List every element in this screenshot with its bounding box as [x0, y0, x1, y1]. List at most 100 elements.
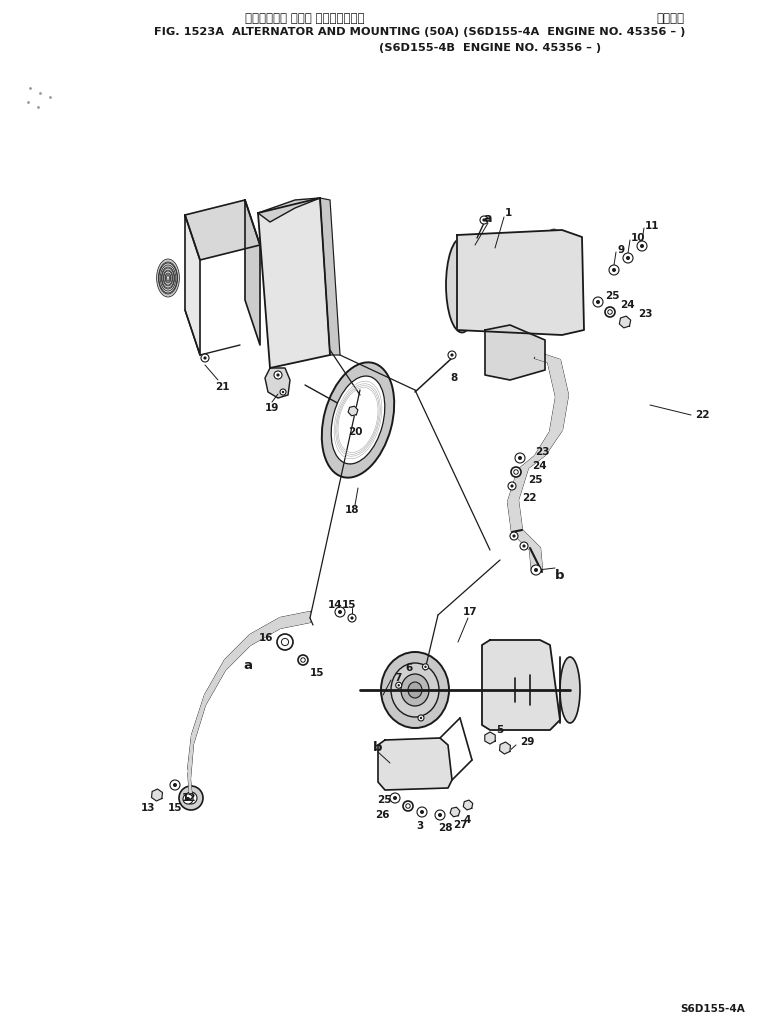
Circle shape: [593, 297, 603, 307]
Ellipse shape: [166, 276, 169, 280]
Polygon shape: [258, 198, 330, 368]
Polygon shape: [188, 735, 193, 779]
Text: 4: 4: [463, 815, 470, 825]
Polygon shape: [265, 368, 290, 398]
Polygon shape: [508, 500, 522, 532]
Polygon shape: [348, 406, 358, 416]
Ellipse shape: [157, 259, 180, 297]
Circle shape: [640, 244, 644, 248]
Polygon shape: [152, 789, 162, 801]
Polygon shape: [463, 800, 473, 809]
Text: 10: 10: [631, 233, 646, 243]
Text: 16: 16: [259, 633, 273, 643]
Circle shape: [292, 327, 298, 333]
Circle shape: [277, 634, 293, 650]
Polygon shape: [320, 198, 340, 355]
Circle shape: [185, 792, 197, 804]
Polygon shape: [250, 618, 280, 645]
Polygon shape: [485, 325, 545, 380]
Text: a: a: [244, 658, 252, 671]
Circle shape: [286, 281, 300, 295]
Circle shape: [424, 665, 426, 668]
Circle shape: [608, 310, 612, 314]
Polygon shape: [619, 316, 631, 328]
Text: 3: 3: [416, 821, 423, 831]
Ellipse shape: [408, 682, 422, 698]
Circle shape: [186, 797, 190, 801]
Polygon shape: [518, 455, 545, 470]
Text: 15: 15: [168, 803, 183, 812]
Text: 23: 23: [535, 447, 550, 457]
Text: 17: 17: [462, 607, 477, 617]
Text: b: b: [373, 741, 383, 753]
Circle shape: [281, 639, 289, 646]
Circle shape: [390, 793, 400, 803]
Circle shape: [183, 794, 193, 804]
Text: 13: 13: [141, 803, 155, 812]
Circle shape: [401, 755, 415, 769]
Circle shape: [420, 810, 424, 814]
Circle shape: [531, 565, 541, 575]
Text: 24: 24: [532, 461, 547, 471]
Circle shape: [626, 256, 630, 260]
Ellipse shape: [348, 401, 369, 439]
Text: 6: 6: [405, 663, 412, 673]
Text: 15: 15: [310, 668, 324, 678]
Circle shape: [596, 300, 600, 304]
Circle shape: [451, 354, 454, 357]
Ellipse shape: [344, 394, 372, 446]
Circle shape: [511, 484, 514, 487]
Ellipse shape: [492, 325, 522, 340]
Circle shape: [298, 655, 308, 665]
Polygon shape: [530, 548, 542, 572]
Polygon shape: [188, 770, 192, 800]
Circle shape: [511, 467, 521, 477]
Polygon shape: [548, 360, 568, 397]
Polygon shape: [192, 695, 205, 744]
Ellipse shape: [488, 252, 526, 308]
Text: b: b: [555, 568, 565, 582]
Circle shape: [518, 456, 522, 460]
Circle shape: [448, 351, 456, 359]
Polygon shape: [205, 660, 225, 705]
Text: 23: 23: [638, 309, 652, 319]
Ellipse shape: [165, 273, 171, 283]
Text: 5: 5: [497, 725, 504, 735]
Text: a: a: [483, 212, 492, 225]
Polygon shape: [258, 198, 320, 222]
Circle shape: [623, 253, 633, 263]
Text: 8: 8: [450, 373, 457, 383]
Polygon shape: [457, 230, 584, 335]
Polygon shape: [450, 807, 460, 817]
Ellipse shape: [331, 376, 385, 464]
Text: 19: 19: [265, 403, 279, 413]
Text: 18: 18: [344, 505, 359, 515]
Circle shape: [338, 610, 342, 614]
Text: 20: 20: [348, 427, 362, 437]
Ellipse shape: [405, 672, 425, 708]
Ellipse shape: [391, 663, 439, 717]
Polygon shape: [550, 394, 568, 432]
Ellipse shape: [458, 271, 486, 319]
Circle shape: [512, 535, 515, 538]
Text: 29: 29: [520, 737, 534, 747]
Text: 24: 24: [620, 300, 635, 310]
Text: FIG. 1523A  ALTERNATOR AND MOUNTING (50A) (S6D155-4A  ENGINE NO. 45356 – ): FIG. 1523A ALTERNATOR AND MOUNTING (50A)…: [155, 27, 686, 37]
Circle shape: [406, 803, 410, 808]
Polygon shape: [482, 640, 560, 730]
Circle shape: [276, 373, 280, 376]
Ellipse shape: [412, 685, 418, 695]
Circle shape: [534, 568, 538, 572]
Text: 25: 25: [528, 475, 543, 485]
Text: 25: 25: [377, 795, 392, 805]
Circle shape: [514, 470, 519, 474]
Ellipse shape: [408, 676, 423, 704]
Ellipse shape: [467, 287, 477, 303]
Circle shape: [435, 810, 445, 820]
Ellipse shape: [401, 673, 429, 706]
Circle shape: [510, 675, 530, 695]
Circle shape: [398, 684, 400, 687]
Circle shape: [393, 796, 397, 800]
Text: 9: 9: [617, 245, 624, 256]
Circle shape: [282, 390, 284, 393]
